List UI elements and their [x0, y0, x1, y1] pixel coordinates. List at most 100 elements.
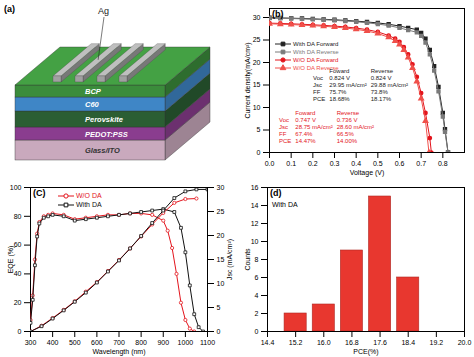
html-text:73.8%: 73.8%: [370, 89, 388, 95]
svg-text:C60: C60: [85, 100, 100, 109]
html-text:With DA Reverse: With DA Reverse: [293, 49, 339, 55]
svg-text:Jsc (mA/cm²): Jsc (mA/cm²): [226, 239, 234, 280]
svg-text:30: 30: [253, 14, 261, 21]
svg-text:PCE(%): PCE(%): [353, 348, 378, 356]
svg-text:5: 5: [217, 304, 221, 311]
html-text:75.7%: 75.7%: [329, 89, 347, 95]
svg-text:0.4: 0.4: [351, 160, 361, 167]
svg-text:16: 16: [251, 184, 259, 191]
html-text:Voc: Voc: [313, 75, 323, 81]
svg-text:0.7: 0.7: [416, 160, 426, 167]
html-text:With DA Forward: With DA Forward: [293, 41, 339, 47]
svg-text:20: 20: [253, 59, 261, 66]
svg-text:0: 0: [18, 328, 22, 335]
html-text:Jsc: Jsc: [279, 124, 288, 130]
svg-text:400: 400: [47, 339, 59, 346]
svg-text:0.3: 0.3: [330, 160, 340, 167]
svg-text:17.6: 17.6: [373, 339, 387, 346]
svg-text:30: 30: [217, 184, 225, 191]
svg-text:10: 10: [217, 280, 225, 287]
html-text:PCE: PCE: [313, 96, 326, 102]
svg-text:0.1: 0.1: [286, 160, 296, 167]
html-text:W/O DA Forward: W/O DA Forward: [293, 57, 339, 63]
html-text:(b): (b): [272, 9, 284, 19]
svg-text:16.8: 16.8: [345, 339, 359, 346]
svg-text:12: 12: [251, 220, 259, 227]
svg-text:25: 25: [253, 36, 261, 43]
svg-text:0.6: 0.6: [395, 160, 405, 167]
html-text:FF: FF: [313, 89, 321, 95]
html-text:W/O DA: W/O DA: [76, 192, 102, 199]
svg-text:Wavelength (nm): Wavelength (nm): [92, 348, 145, 356]
svg-text:15: 15: [217, 256, 225, 263]
html-text:Jsc: Jsc: [313, 82, 322, 88]
html-text:With DA: With DA: [76, 201, 102, 208]
svg-text:20: 20: [217, 232, 225, 239]
html-text:0.824 V: 0.824 V: [329, 75, 350, 81]
html-text:0.747 V: 0.747 V: [295, 117, 316, 123]
svg-text:80: 80: [14, 213, 22, 220]
svg-text:10: 10: [251, 238, 259, 245]
svg-text:600: 600: [91, 339, 103, 346]
svg-text:10: 10: [253, 104, 261, 111]
svg-text:500: 500: [69, 339, 81, 346]
html-text:Foward: Foward: [329, 68, 350, 74]
svg-text:700: 700: [113, 339, 125, 346]
svg-text:40: 40: [14, 270, 22, 277]
html-text:28.75 mA/cm²: 28.75 mA/cm²: [295, 124, 333, 130]
svg-text:Voltage (V): Voltage (V): [350, 169, 385, 177]
svg-text:19.2: 19.2: [430, 339, 444, 346]
svg-text:4: 4: [255, 292, 259, 299]
html-text:Reverse: Reverse: [336, 110, 359, 116]
svg-text:0.2: 0.2: [308, 160, 318, 167]
svg-text:0: 0: [255, 328, 259, 335]
html-text:W/O DA Reverse: W/O DA Reverse: [293, 65, 339, 71]
svg-text:1100: 1100: [200, 339, 215, 346]
svg-text:8: 8: [255, 256, 259, 263]
svg-text:Counts: Counts: [244, 248, 251, 271]
svg-text:300: 300: [25, 339, 37, 346]
svg-text:6: 6: [255, 274, 259, 281]
svg-text:800: 800: [135, 339, 147, 346]
svg-text:PEDOT:PSS: PEDOT:PSS: [85, 130, 128, 139]
html-text:18.68%: 18.68%: [329, 96, 350, 102]
svg-text:Glass/ITO: Glass/ITO: [85, 146, 120, 155]
svg-text:18.4: 18.4: [401, 339, 415, 346]
svg-text:900: 900: [157, 339, 169, 346]
html-text:Foward: Foward: [295, 110, 316, 116]
svg-text:20: 20: [14, 299, 22, 306]
svg-text:0.8: 0.8: [438, 160, 448, 167]
svg-text:14: 14: [251, 202, 259, 209]
svg-text:0: 0: [257, 149, 261, 156]
html-text:29.95 mA/cm²: 29.95 mA/cm²: [329, 82, 367, 88]
svg-text:Perovskite: Perovskite: [85, 115, 123, 124]
html-text:Voc: Voc: [279, 117, 289, 123]
svg-text:0: 0: [217, 328, 221, 335]
svg-text:EQE (%): EQE (%): [7, 246, 15, 274]
svg-text:2: 2: [255, 310, 259, 317]
svg-text:100: 100: [10, 184, 22, 191]
svg-text:14.4: 14.4: [261, 339, 275, 346]
svg-text:25: 25: [217, 208, 225, 215]
html-text:With DA: With DA: [272, 201, 298, 208]
svg-text:5: 5: [257, 126, 261, 133]
svg-text:1000: 1000: [178, 339, 194, 346]
svg-text:60: 60: [14, 241, 22, 248]
html-text:(d): (d): [270, 188, 282, 198]
svg-text:Current density(mA/cm²): Current density(mA/cm²): [244, 42, 252, 118]
html-text:18.17%: 18.17%: [370, 96, 392, 102]
html-text:0.824 V: 0.824 V: [370, 75, 392, 81]
svg-text:BCP: BCP: [85, 87, 102, 96]
svg-text:Ag: Ag: [98, 6, 109, 16]
svg-text:(a): (a): [4, 4, 15, 14]
html-text:29.88 mA/cm²: 29.88 mA/cm²: [370, 82, 409, 88]
svg-text:15: 15: [253, 81, 261, 88]
html-text:(C): (C): [33, 188, 46, 198]
html-text:0.736 V: 0.736 V: [336, 117, 358, 123]
svg-text:15.2: 15.2: [289, 339, 303, 346]
svg-text:0.5: 0.5: [373, 160, 383, 167]
svg-text:16.0: 16.0: [317, 339, 331, 346]
html-text:Reverse: Reverse: [370, 68, 393, 74]
svg-text:20.0: 20.0: [458, 339, 472, 346]
svg-text:0.0: 0.0: [265, 160, 275, 167]
